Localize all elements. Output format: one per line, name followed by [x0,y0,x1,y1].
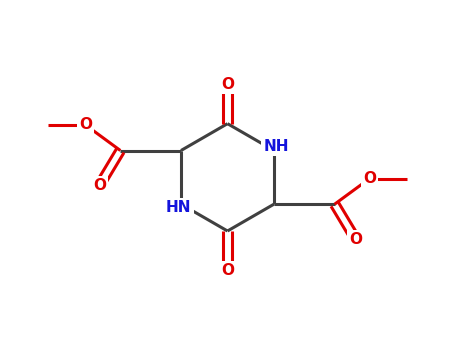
Text: O: O [221,77,234,91]
Text: HN: HN [166,201,192,215]
Text: NH: NH [263,139,289,154]
Text: O: O [363,171,376,186]
Text: O: O [93,178,106,193]
Text: O: O [221,263,234,278]
Text: O: O [79,117,92,132]
Text: O: O [349,232,362,247]
